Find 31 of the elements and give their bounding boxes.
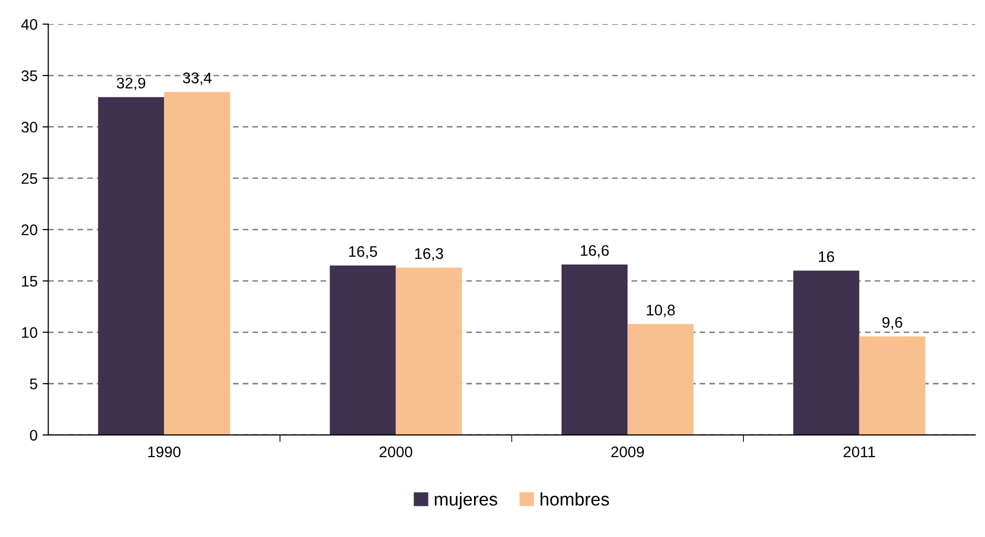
legend-label: hombres xyxy=(540,492,609,506)
bar xyxy=(330,266,396,435)
data-label: 16,3 xyxy=(415,248,444,261)
y-tick-label: 35 xyxy=(21,70,38,82)
data-label: 9,6 xyxy=(882,316,902,330)
x-tick-label: 2011 xyxy=(844,446,875,458)
x-tick-label: 1990 xyxy=(148,446,181,458)
data-label: 33,4 xyxy=(182,72,212,86)
bar xyxy=(164,92,230,435)
data-label: 10,8 xyxy=(646,304,675,318)
data-label: 16,5 xyxy=(349,246,378,259)
y-tick-label: 10 xyxy=(22,327,38,338)
data-label: 16 xyxy=(818,251,834,262)
data-label: 16,6 xyxy=(580,245,609,258)
y-tick-label: 5 xyxy=(30,378,38,390)
y-tick-label: 30 xyxy=(21,122,38,133)
bar xyxy=(793,270,860,435)
y-tick-label: 40 xyxy=(21,19,38,30)
bar xyxy=(396,268,462,435)
data-label: 32,9 xyxy=(116,78,146,90)
legend-label: mujeres xyxy=(434,492,498,510)
bar xyxy=(98,97,164,435)
y-tick-label: 20 xyxy=(22,224,38,236)
bar xyxy=(562,264,628,435)
x-tick-label: 2009 xyxy=(611,446,644,458)
bar xyxy=(859,336,926,435)
y-tick-label: 0 xyxy=(30,430,38,441)
x-tick-label: 2000 xyxy=(380,446,412,458)
bar xyxy=(628,324,694,435)
y-tick-label: 25 xyxy=(22,173,38,184)
y-tick-label: 15 xyxy=(22,276,38,287)
